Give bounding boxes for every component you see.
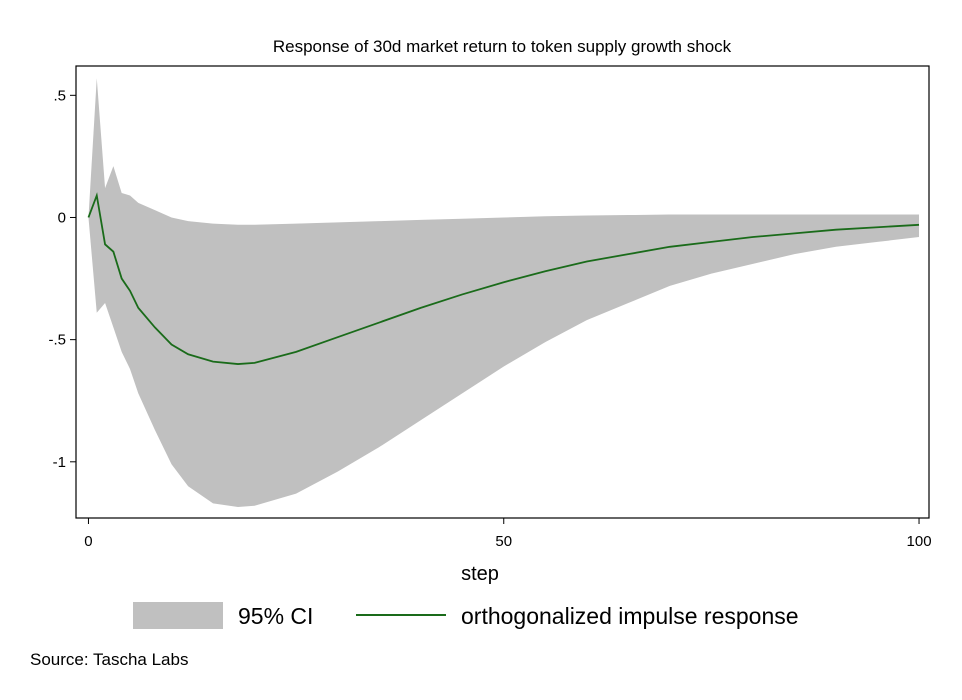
- legend-label-irf: orthogonalized impulse response: [461, 603, 799, 629]
- legend-swatch-ci: [133, 602, 223, 629]
- chart-title: Response of 30d market return to token s…: [273, 37, 732, 56]
- axes: .5 0 -.5 -1 0 50 100: [48, 65, 932, 550]
- y-tick-label: .5: [53, 87, 66, 104]
- irf-line: [87, 192, 920, 365]
- plot-area: [87, 78, 920, 508]
- legend-label-ci: 95% CI: [238, 603, 313, 629]
- x-tick-label: 100: [907, 533, 932, 550]
- y-tick-label: 0: [58, 209, 66, 226]
- x-tick-label: 50: [495, 533, 512, 550]
- x-axis-title: step: [461, 563, 499, 585]
- plot-frame: [75, 65, 930, 519]
- legend: 95% CI orthogonalized impulse response: [133, 602, 799, 629]
- ci-band: [88, 78, 920, 508]
- y-tick-label: -1: [53, 454, 66, 471]
- source-note: Source: Tascha Labs: [30, 650, 189, 669]
- y-tick-label: -.5: [48, 332, 66, 349]
- x-tick-label: 0: [84, 533, 92, 550]
